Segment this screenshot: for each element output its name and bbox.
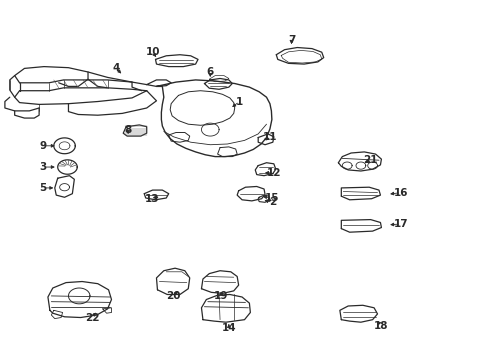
Text: 20: 20 — [166, 291, 181, 301]
Text: 9: 9 — [40, 141, 46, 151]
Text: 22: 22 — [84, 312, 99, 323]
Text: 17: 17 — [393, 219, 407, 229]
Text: 14: 14 — [221, 323, 236, 333]
Text: 18: 18 — [373, 321, 388, 331]
Text: 4: 4 — [112, 63, 120, 73]
Text: 7: 7 — [287, 35, 295, 45]
Text: 2: 2 — [269, 197, 276, 207]
Text: 10: 10 — [145, 47, 160, 57]
Text: 11: 11 — [262, 132, 277, 142]
Text: 5: 5 — [40, 183, 46, 193]
Text: 1: 1 — [236, 96, 243, 107]
Text: 13: 13 — [144, 194, 159, 204]
Text: 3: 3 — [40, 162, 46, 172]
Text: 8: 8 — [124, 125, 131, 135]
Text: 6: 6 — [206, 67, 213, 77]
Text: 19: 19 — [213, 291, 228, 301]
Text: 15: 15 — [264, 193, 279, 203]
Text: 12: 12 — [266, 168, 281, 178]
Text: 16: 16 — [393, 188, 407, 198]
Text: 21: 21 — [363, 155, 377, 165]
